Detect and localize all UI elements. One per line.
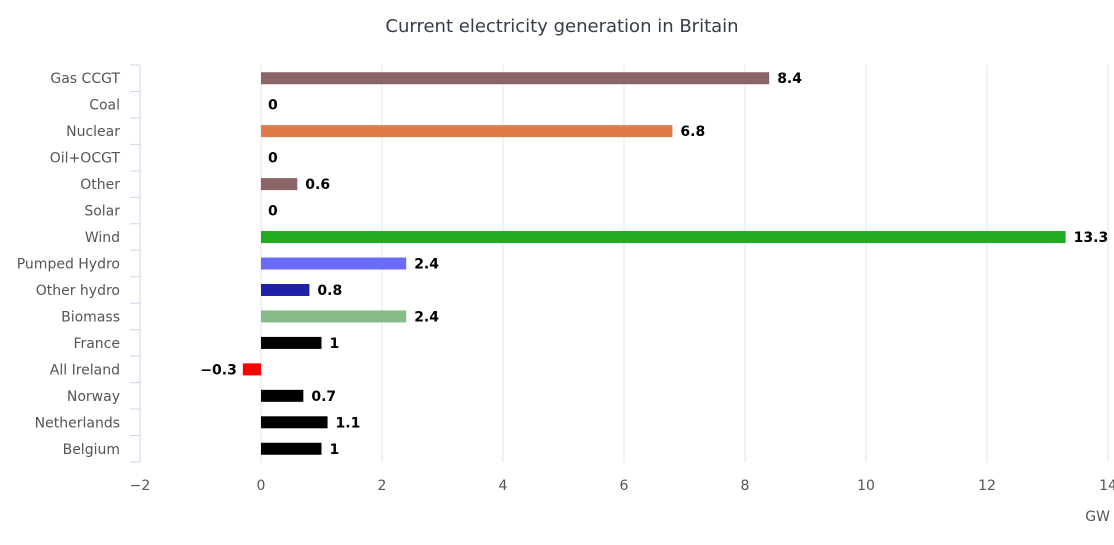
data-label: 2.4 <box>414 257 439 273</box>
data-label: 1 <box>330 442 340 458</box>
data-label: 8.4 <box>777 71 802 87</box>
bar <box>261 310 407 323</box>
category-label: Solar <box>84 204 120 220</box>
data-label: 0 <box>268 204 278 220</box>
data-label: 2.4 <box>414 309 439 325</box>
data-label: 6.8 <box>680 124 705 140</box>
category-label: Netherlands <box>35 415 120 431</box>
bar <box>261 125 673 138</box>
category-label: France <box>73 336 120 352</box>
data-label: −0.3 <box>200 362 237 378</box>
x-tick-label: 4 <box>499 478 508 494</box>
x-tick-label: 2 <box>378 478 387 494</box>
category-label: Belgium <box>63 442 120 458</box>
data-label: 0.6 <box>305 177 330 193</box>
category-label: Pumped Hydro <box>17 257 120 273</box>
bar <box>261 257 407 270</box>
category-label: Oil+OCGT <box>50 151 121 167</box>
x-axis-title: GW <box>1085 509 1110 525</box>
bar <box>242 363 261 376</box>
category-label: Coal <box>89 98 120 114</box>
x-tick-label: 10 <box>857 478 875 494</box>
x-tick-label: 6 <box>620 478 629 494</box>
category-label: Other hydro <box>36 283 120 299</box>
x-tick-label: 0 <box>257 478 266 494</box>
category-label: Other <box>80 177 120 193</box>
bar <box>261 72 770 85</box>
x-tick-label: −2 <box>130 478 151 494</box>
category-label: Norway <box>67 389 120 405</box>
x-tick-label: 8 <box>741 478 750 494</box>
data-label: 1.1 <box>336 415 361 431</box>
bar <box>261 389 304 402</box>
x-tick-label: 14 <box>1099 478 1114 494</box>
bar <box>261 231 1066 244</box>
data-labels: 8.4 0 6.8 0 0.6 0 13.3 2.4 0.8 2.4 1 −0.3 0.71.1 1 <box>200 71 1108 458</box>
data-label: 13.3 <box>1074 230 1109 246</box>
bar <box>261 283 310 296</box>
bar <box>261 442 322 455</box>
bar <box>261 336 322 349</box>
bar <box>261 416 328 429</box>
chart-title: Current electricity generation in Britai… <box>385 16 738 37</box>
category-label: Wind <box>85 230 120 246</box>
data-label: 1 <box>330 336 340 352</box>
category-label: Biomass <box>61 309 120 325</box>
data-label: 0.8 <box>317 283 342 299</box>
category-label: Nuclear <box>66 124 120 140</box>
category-label: All Ireland <box>50 362 120 378</box>
bars <box>242 72 1066 455</box>
category-label: Gas CCGT <box>50 71 120 87</box>
data-label: 0 <box>268 98 278 114</box>
bar <box>261 178 298 191</box>
data-label: 0 <box>268 151 278 167</box>
x-tick-label: 12 <box>978 478 996 494</box>
data-label: 0.7 <box>311 389 336 405</box>
